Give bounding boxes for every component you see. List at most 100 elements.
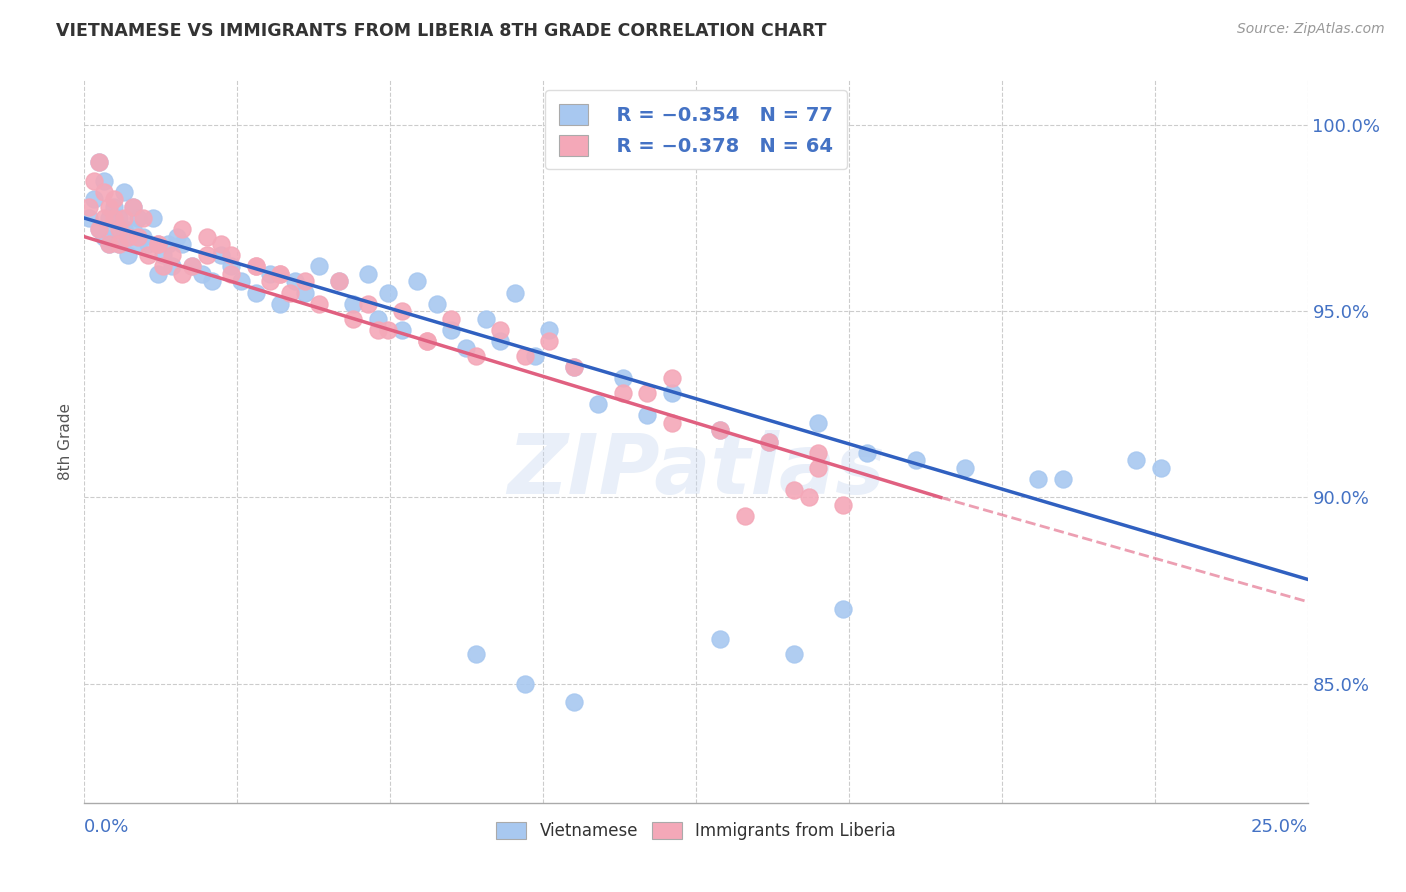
Point <box>112 211 135 225</box>
Point <box>127 237 149 252</box>
Point <box>93 185 115 199</box>
Point <box>709 632 731 646</box>
Point <box>489 323 512 337</box>
Point <box>406 274 429 288</box>
Point <box>538 323 561 337</box>
Point <box>107 211 129 225</box>
Point <box>97 211 120 225</box>
Point <box>416 334 439 348</box>
Point <box>783 483 806 497</box>
Point <box>503 285 526 300</box>
Point <box>367 323 389 337</box>
Point <box>127 229 149 244</box>
Point <box>284 274 307 288</box>
Point <box>562 359 585 374</box>
Point <box>209 237 232 252</box>
Text: 25.0%: 25.0% <box>1250 818 1308 836</box>
Point <box>87 155 110 169</box>
Point <box>219 267 242 281</box>
Point <box>612 371 634 385</box>
Legend: Vietnamese, Immigrants from Liberia: Vietnamese, Immigrants from Liberia <box>488 814 904 848</box>
Point <box>83 174 105 188</box>
Point <box>636 409 658 423</box>
Point <box>195 248 218 262</box>
Point <box>97 237 120 252</box>
Point <box>107 222 129 236</box>
Point <box>152 248 174 262</box>
Point <box>245 260 267 274</box>
Point <box>454 342 477 356</box>
Point <box>807 416 830 430</box>
Point <box>342 311 364 326</box>
Point <box>734 509 756 524</box>
Point <box>172 267 194 281</box>
Point <box>391 323 413 337</box>
Point <box>112 222 135 236</box>
Point <box>259 267 281 281</box>
Point <box>97 200 120 214</box>
Text: 0.0%: 0.0% <box>84 818 129 836</box>
Point <box>83 193 105 207</box>
Point <box>146 237 169 252</box>
Point <box>117 229 139 244</box>
Point <box>181 260 204 274</box>
Point <box>294 274 316 288</box>
Point <box>219 248 242 262</box>
Point <box>612 386 634 401</box>
Point <box>122 222 145 236</box>
Point <box>562 359 585 374</box>
Point <box>513 349 536 363</box>
Point <box>464 349 486 363</box>
Point <box>103 222 125 236</box>
Point <box>107 237 129 252</box>
Point <box>538 334 561 348</box>
Point <box>464 647 486 661</box>
Point <box>152 260 174 274</box>
Point <box>77 200 100 214</box>
Point <box>831 602 853 616</box>
Point <box>661 386 683 401</box>
Point <box>1028 472 1050 486</box>
Point <box>132 229 155 244</box>
Text: Source: ZipAtlas.com: Source: ZipAtlas.com <box>1237 22 1385 37</box>
Point <box>758 434 780 449</box>
Point <box>416 334 439 348</box>
Point <box>136 248 159 262</box>
Point <box>758 434 780 449</box>
Point <box>1125 453 1147 467</box>
Point <box>440 311 463 326</box>
Point <box>245 260 267 274</box>
Point <box>156 237 179 252</box>
Point <box>166 229 188 244</box>
Point <box>117 248 139 262</box>
Point <box>127 211 149 225</box>
Point <box>342 297 364 311</box>
Point <box>513 676 536 690</box>
Point <box>709 423 731 437</box>
Point <box>172 237 194 252</box>
Point <box>636 386 658 401</box>
Point <box>377 285 399 300</box>
Point <box>278 285 301 300</box>
Point <box>1150 460 1173 475</box>
Point <box>269 297 291 311</box>
Point <box>112 185 135 199</box>
Point <box>93 229 115 244</box>
Point <box>905 453 928 467</box>
Text: VIETNAMESE VS IMMIGRANTS FROM LIBERIA 8TH GRADE CORRELATION CHART: VIETNAMESE VS IMMIGRANTS FROM LIBERIA 8T… <box>56 22 827 40</box>
Point <box>107 237 129 252</box>
Point <box>122 200 145 214</box>
Point <box>474 311 496 326</box>
Point <box>142 211 165 225</box>
Point <box>181 260 204 274</box>
Point <box>328 274 350 288</box>
Point <box>953 460 976 475</box>
Point <box>661 371 683 385</box>
Point <box>122 200 145 214</box>
Point <box>200 274 222 288</box>
Point <box>1052 472 1074 486</box>
Point <box>259 274 281 288</box>
Point <box>294 285 316 300</box>
Point <box>308 260 330 274</box>
Point <box>172 222 194 236</box>
